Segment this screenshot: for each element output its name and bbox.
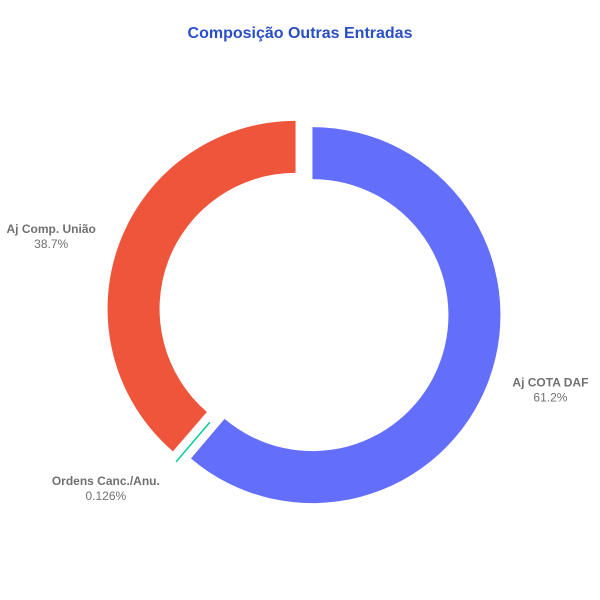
chart-title: Composição Outras Entradas — [187, 25, 413, 42]
slice-percent-aj-cota-daf: 61.2% — [533, 390, 567, 404]
slice-aj-cota-daf[interactable] — [190, 127, 501, 504]
slice-percent-aj-comp-uni-o: 38.7% — [34, 237, 68, 251]
slice-aj-comp-uni-o[interactable] — [107, 120, 296, 452]
slice-label-ordens-canc-anu: Ordens Canc./Anu.0.126% — [52, 474, 160, 503]
slice-percent-ordens-canc-anu: 0.126% — [85, 489, 126, 503]
slice-name-ordens-canc-anu: Ordens Canc./Anu. — [52, 474, 160, 488]
slice-name-aj-comp-uni-o: Aj Comp. União — [7, 222, 96, 236]
slice-ordens-canc-anu[interactable] — [175, 421, 211, 463]
slice-name-aj-cota-daf: Aj COTA DAF — [512, 375, 588, 389]
